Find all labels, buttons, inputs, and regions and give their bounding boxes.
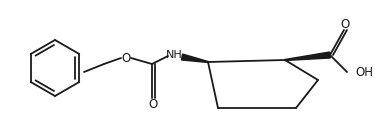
Text: O: O xyxy=(149,98,158,112)
Text: O: O xyxy=(340,18,350,30)
Text: O: O xyxy=(122,52,131,64)
Polygon shape xyxy=(181,54,208,62)
Polygon shape xyxy=(285,52,330,61)
Text: OH: OH xyxy=(355,66,373,78)
Text: NH: NH xyxy=(166,50,182,60)
